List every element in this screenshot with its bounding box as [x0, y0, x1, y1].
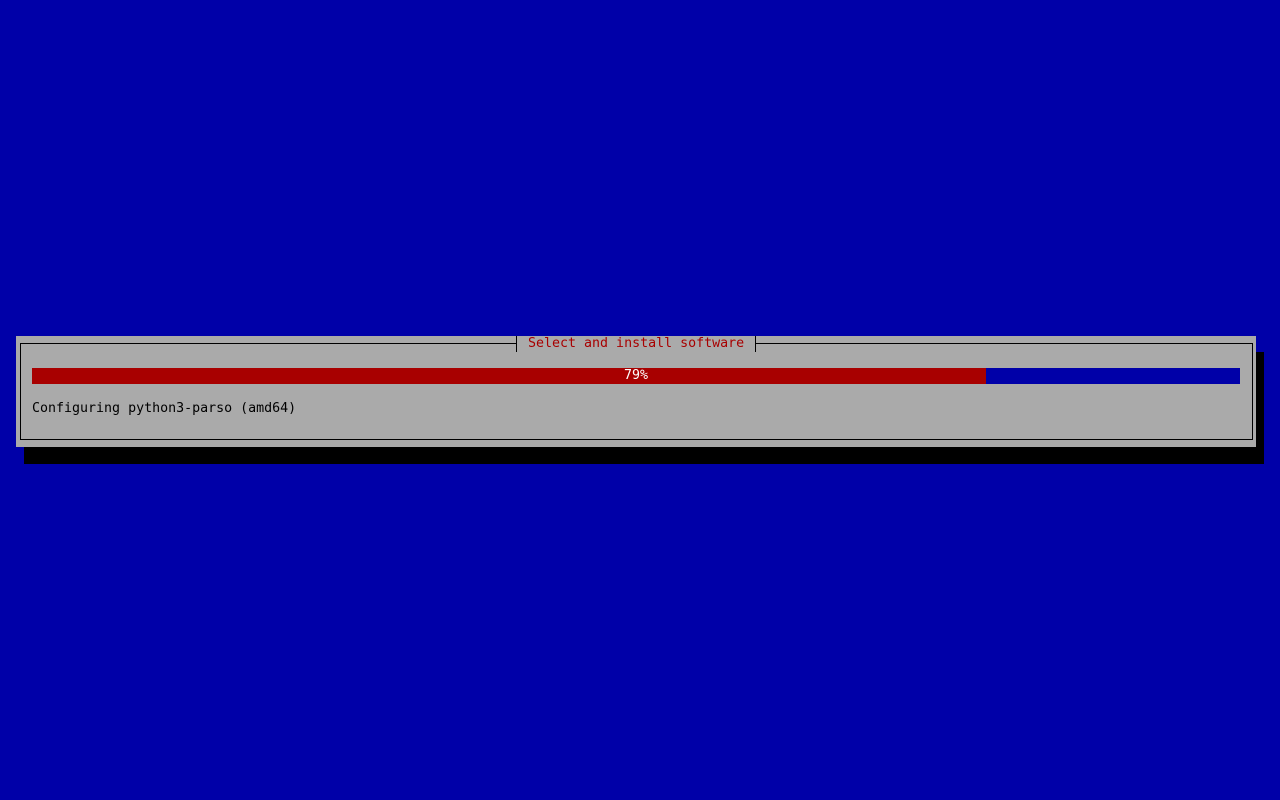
progress-dialog: Select and install software 79% Configur… [16, 336, 1256, 447]
dialog-frame [20, 343, 1253, 440]
dialog-title: Select and install software [516, 336, 757, 352]
progress-fill [32, 368, 987, 384]
status-text: Configuring python3-parso (amd64) [32, 401, 297, 416]
progress-bar: 79% [32, 368, 1240, 384]
progress-percent: 79% [623, 368, 649, 383]
